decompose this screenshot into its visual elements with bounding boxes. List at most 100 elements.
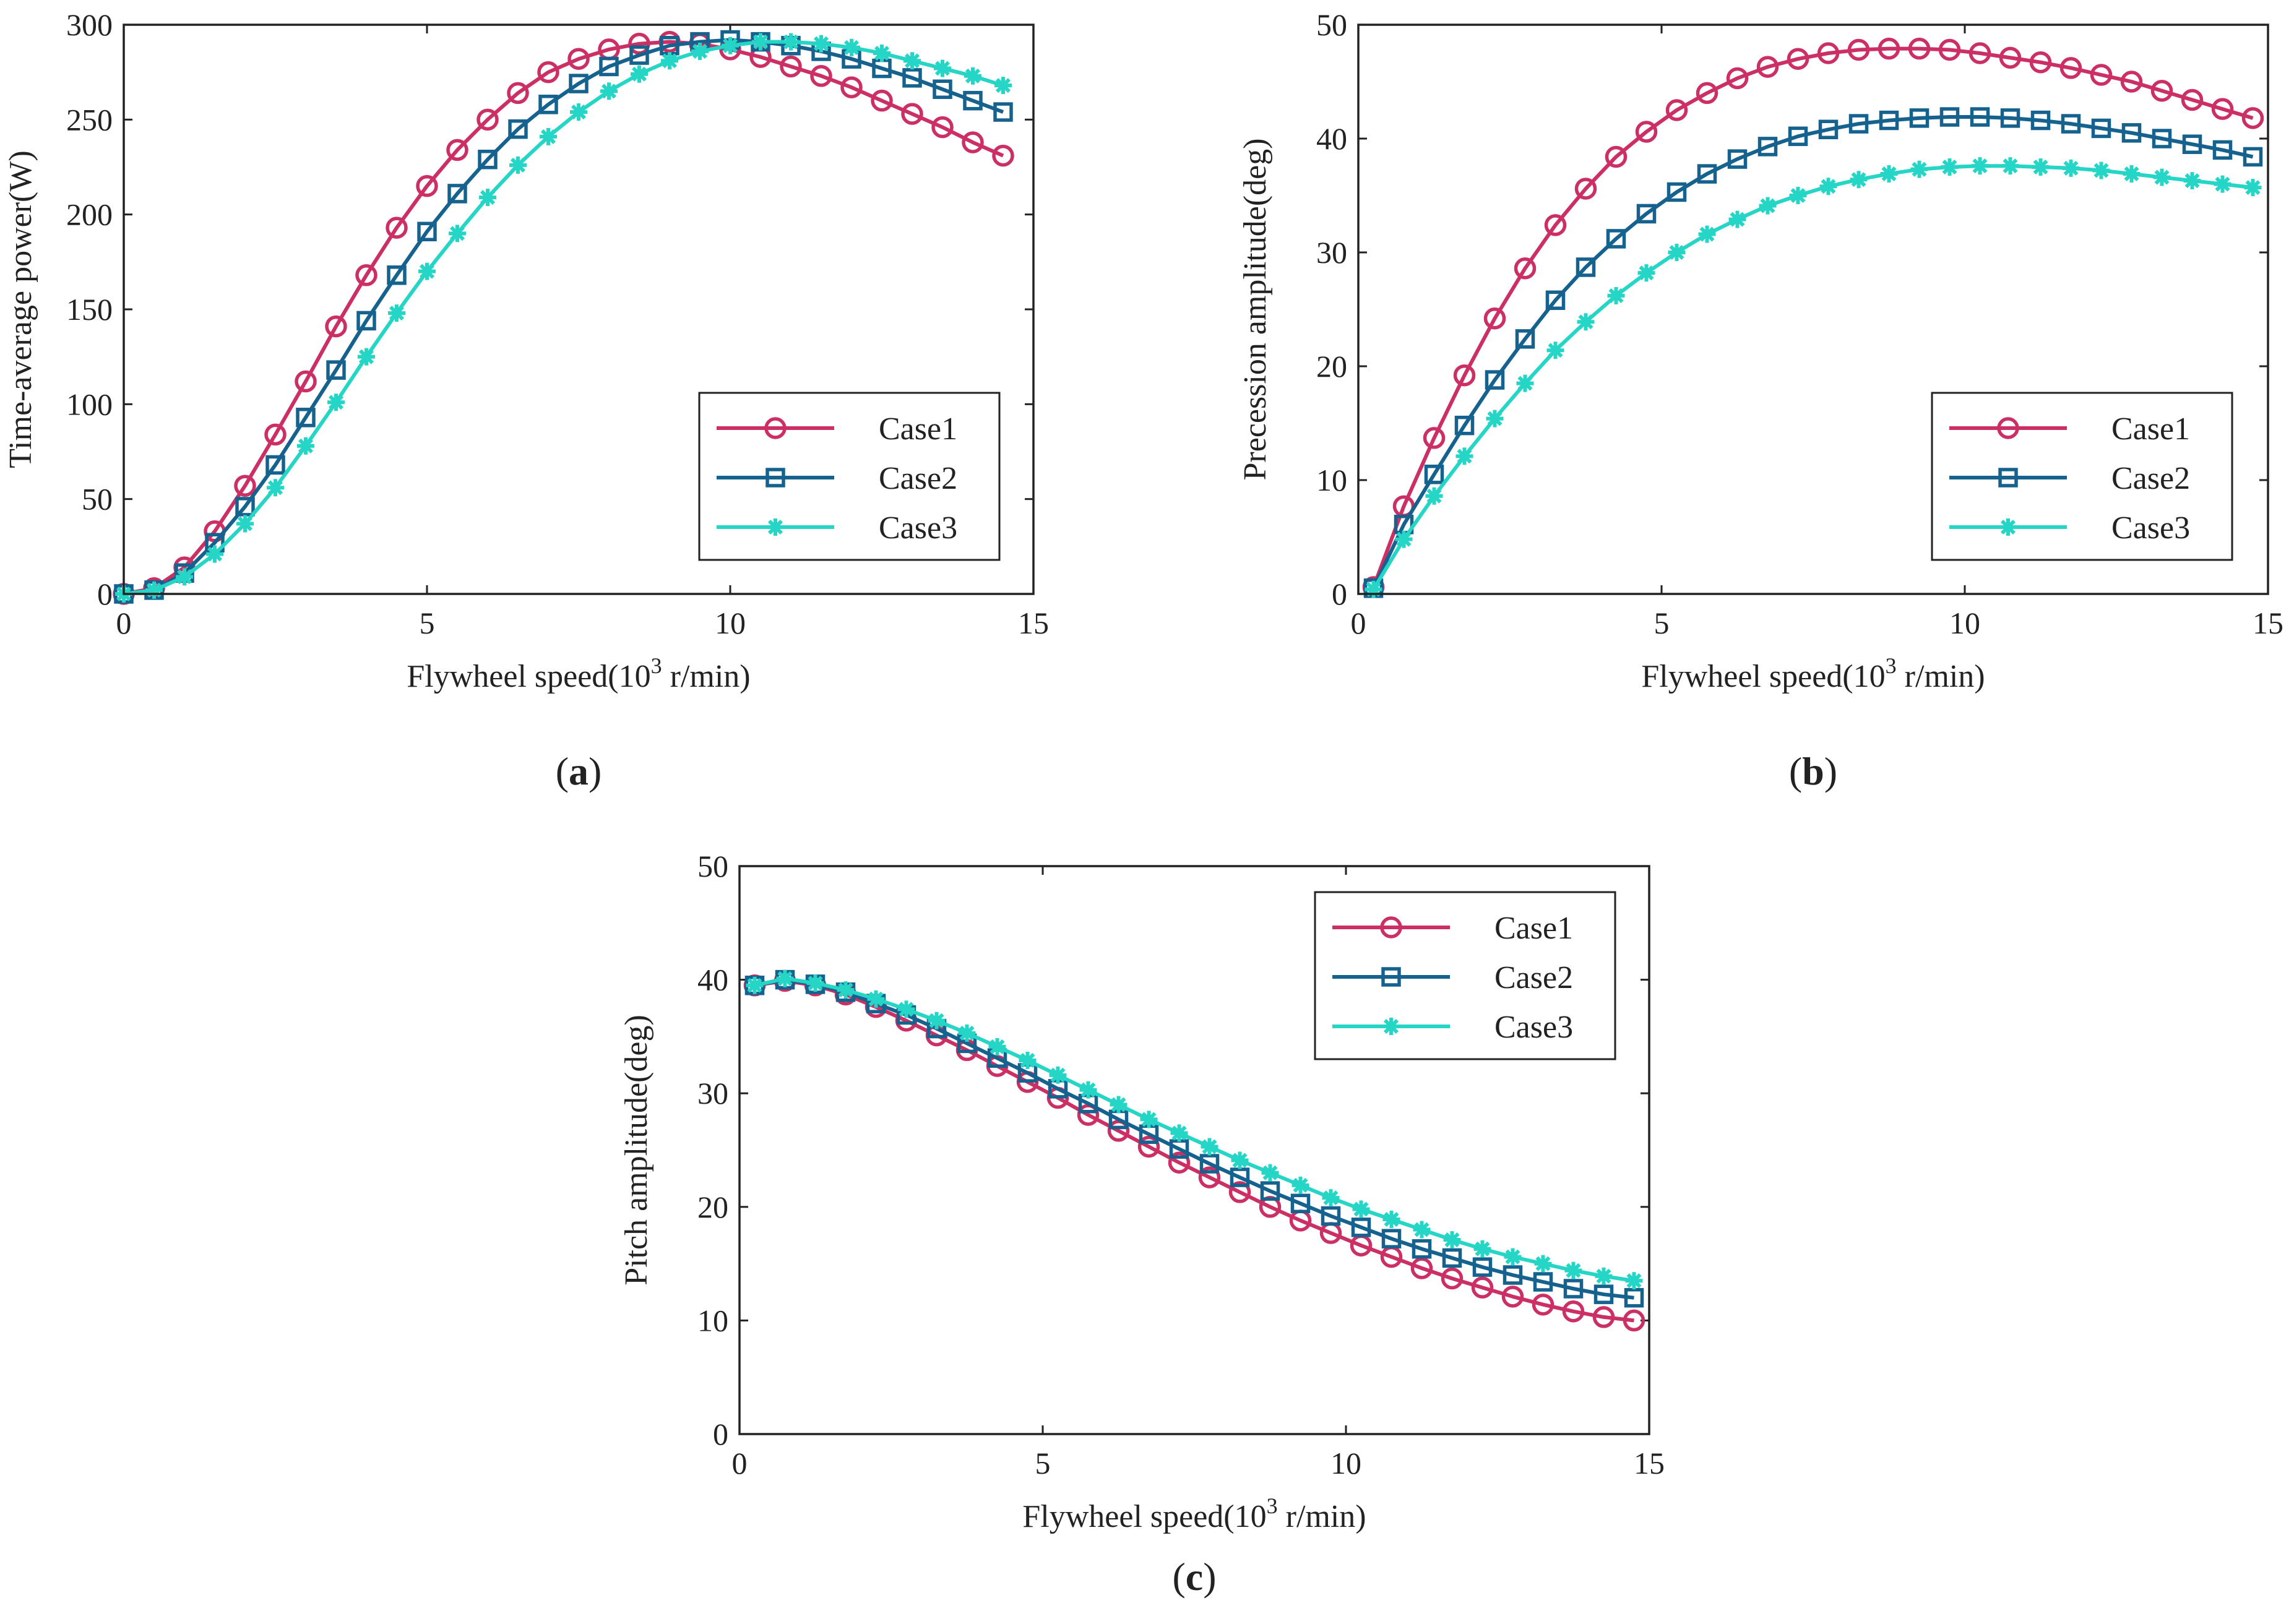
data-point-case2 (447, 184, 467, 204)
data-point-case3 (1019, 1051, 1037, 1069)
data-point-case3 (988, 1038, 1006, 1055)
x-tick-label: 5 (1035, 1446, 1051, 1480)
data-point-case1 (1228, 1181, 1251, 1203)
data-point-case2 (1848, 114, 1869, 134)
y-axis-label: Pitch amplitude(deg) (619, 1015, 654, 1286)
legend-label-case2: Case2 (1494, 960, 1573, 995)
caption-close: ) (589, 749, 602, 793)
legend-marker-case2 (765, 468, 785, 488)
data-point-case1 (386, 217, 408, 239)
data-point-case2 (296, 408, 316, 427)
data-point-case3 (509, 156, 527, 174)
data-point-case2 (1757, 137, 1778, 157)
data-point-case1 (1623, 1309, 1645, 1332)
data-point-case2 (1606, 229, 1626, 249)
data-point-case3 (1971, 157, 1989, 175)
data-point-case3 (1880, 165, 1898, 183)
caption-open: ( (556, 749, 569, 793)
data-point-case1 (537, 61, 559, 84)
data-point-case1 (1999, 46, 2022, 69)
data-point-case3 (1607, 286, 1625, 304)
data-point-case3 (1850, 171, 1868, 189)
data-point-case2 (1199, 1154, 1220, 1174)
data-point-case3 (776, 969, 794, 987)
y-tick-label: 40 (1316, 121, 1347, 156)
data-point-case1 (2059, 57, 2082, 79)
data-point-case1 (1471, 1276, 1494, 1299)
legend-label-case2: Case2 (879, 461, 957, 496)
data-point-case3 (2183, 172, 2201, 190)
data-point-case3 (297, 437, 314, 455)
data-point-case1 (1592, 1306, 1615, 1328)
data-point-case1 (2029, 51, 2052, 74)
data-point-case2 (1533, 1272, 1553, 1292)
y-tick-label: 20 (1316, 349, 1347, 384)
data-point-case3 (2214, 175, 2231, 193)
data-point-case3 (600, 82, 618, 100)
x-tick-label: 15 (1634, 1446, 1665, 1480)
data-point-case2 (2030, 110, 2051, 131)
data-point-case1 (1878, 37, 1900, 60)
legend-marker-case3 (1382, 1018, 1400, 1035)
plot-frame (123, 24, 1035, 595)
data-point-case3 (1291, 1176, 1309, 1194)
data-point-case3 (867, 990, 885, 1008)
legend-marker-case2 (1381, 967, 1401, 987)
data-point-case3 (1079, 1081, 1097, 1099)
data-point-case3 (994, 77, 1012, 95)
data-point-case2 (599, 56, 619, 77)
data-point-case2 (933, 79, 952, 100)
data-point-case1 (1938, 38, 1961, 61)
x-axis-label: Flywheel speed(103 r/min) (1022, 1493, 1366, 1534)
data-point-case3 (540, 127, 557, 145)
data-point-case3 (176, 568, 193, 586)
y-tick-label: 0 (1332, 577, 1347, 611)
data-point-case2 (2212, 140, 2233, 160)
y-tick-label: 50 (1316, 7, 1347, 42)
data-point-case3 (1201, 1138, 1218, 1156)
data-point-case1 (1787, 48, 1809, 70)
caption-letter: c (1186, 1555, 1203, 1599)
data-point-case2 (993, 102, 1013, 122)
y-tick-label: 250 (66, 102, 113, 137)
data-point-case2 (902, 68, 922, 88)
legend-marker-case3 (1999, 518, 2017, 536)
data-point-case1 (1107, 1120, 1130, 1142)
data-point-case2 (2091, 118, 2111, 139)
data-point-case3 (903, 52, 921, 70)
data-point-case1 (1562, 1300, 1585, 1323)
data-point-case3 (1425, 487, 1443, 505)
data-point-case3 (1698, 225, 1716, 243)
caption-letter: a (569, 749, 589, 793)
data-point-case3 (1668, 244, 1686, 261)
data-point-case3 (388, 304, 405, 322)
data-point-case1 (1605, 145, 1628, 168)
panel-caption: (a) (556, 749, 602, 793)
data-point-case3 (2001, 157, 2019, 175)
data-point-case2 (1879, 110, 1899, 131)
data-point-case2 (1503, 1265, 1523, 1285)
data-point-case2 (1472, 1257, 1493, 1277)
x-axis-label: Flywheel speed(103 r/min) (407, 653, 750, 694)
data-point-case1 (507, 82, 529, 105)
data-point-case1 (2181, 88, 2204, 111)
data-point-case3 (1728, 210, 1746, 228)
data-point-case1 (567, 48, 590, 70)
data-point-case2 (2243, 147, 2263, 167)
legend-label-case2: Case2 (2111, 461, 2190, 496)
panel-c: 0 5 10 15 0 10 20 30 40 50 Flywheel speed(103 r/mi… (619, 849, 1665, 1599)
data-point-case1 (1847, 38, 1870, 61)
legend-label-case3: Case3 (879, 510, 957, 546)
data-point-case3 (631, 65, 648, 83)
x-tick-label: 15 (2253, 606, 2283, 640)
data-point-case3 (897, 1000, 915, 1018)
data-point-case1 (1908, 37, 1931, 60)
x-tick-label: 15 (1018, 606, 1049, 640)
data-point-case2 (1788, 126, 1808, 147)
y-tick-label: 150 (66, 292, 113, 327)
y-tick-label: 10 (697, 1303, 728, 1338)
data-point-case2 (1321, 1206, 1341, 1226)
data-point-case2 (1563, 1279, 1584, 1299)
data-point-case3 (2123, 165, 2141, 183)
